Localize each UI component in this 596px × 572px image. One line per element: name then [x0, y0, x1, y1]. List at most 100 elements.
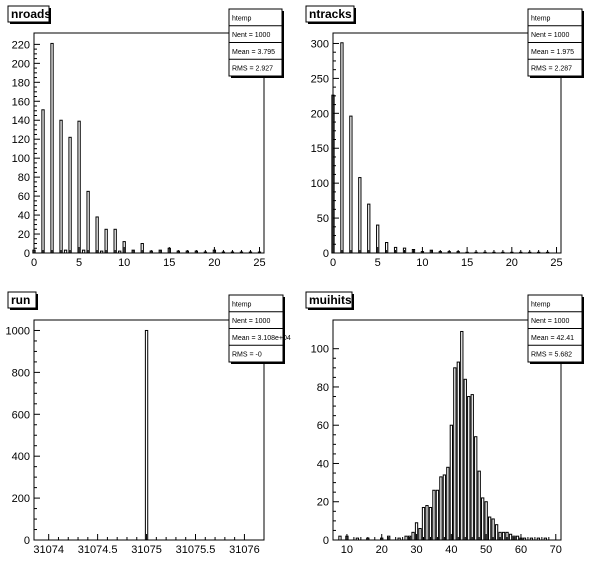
histogram-bar: [508, 533, 513, 541]
x-tick-label: 31075: [131, 544, 162, 556]
chart-title: muihits: [309, 293, 352, 307]
y-tick-label: 150: [311, 143, 329, 155]
histogram-bar: [338, 535, 342, 541]
stats-line: Mean = 3.795: [232, 49, 275, 56]
histogram-bar: [456, 361, 460, 541]
x-tick-label: 5: [375, 257, 381, 269]
histogram-bar: [463, 378, 467, 541]
histogram-bar: [439, 476, 443, 541]
stats-line: Nent = 1000: [531, 32, 569, 39]
histogram-bar: [453, 367, 457, 541]
stats-line: RMS = 2.927: [232, 66, 273, 73]
histogram-bar: [113, 228, 117, 254]
x-tick-label: 0: [31, 257, 37, 269]
y-tick-label: 120: [12, 134, 30, 146]
histogram-bar: [529, 537, 534, 541]
x-tick-label: 10: [341, 544, 353, 556]
y-tick-label: 160: [12, 96, 30, 108]
plot-frame: [33, 32, 265, 254]
stats-line: Nent = 1000: [232, 32, 270, 39]
y-tick-label: 20: [317, 497, 329, 509]
plot-frame: [332, 32, 562, 254]
histogram-bar: [397, 537, 401, 541]
y-tick-label: 0: [323, 248, 329, 260]
histogram-bar: [411, 531, 415, 541]
x-tick-label: 25: [253, 257, 265, 269]
stats-line: Mean = 42.41: [531, 335, 574, 342]
pad-muihits: 0 20 40 60 80 100 10 20 30 40 50 60 70 muihits htemp Ne…: [305, 291, 584, 556]
histogram-bar: [435, 489, 440, 541]
histogram-bar: [95, 216, 99, 254]
y-tick-label: 100: [311, 344, 329, 356]
y-tick-label: 50: [317, 213, 329, 225]
y-tick-label: 40: [18, 210, 30, 222]
x-tick-label: 30: [410, 544, 422, 556]
histogram-bar: [144, 329, 149, 541]
y-tick-label: 100: [311, 178, 329, 190]
y-tick-label: 0: [323, 535, 329, 547]
title-box: [7, 291, 37, 309]
x-tick-label: 10: [118, 257, 130, 269]
x-tick-label: 70: [550, 544, 562, 556]
x-tick-label: 15: [461, 257, 473, 269]
histogram-bar: [367, 203, 371, 254]
chart-title: nroads: [11, 7, 51, 21]
x-tick-label: 10: [416, 257, 428, 269]
histogram-bar: [404, 535, 408, 541]
y-tick-label: 300: [311, 38, 329, 50]
y-tick-label: 200: [12, 493, 30, 505]
pad-nroads: 0 20 40 60 80 100 120 140 160 180 200 220 0 5 10 15 20 25…: [7, 5, 284, 269]
histogram-bar: [487, 516, 492, 541]
x-tick-label: 0: [330, 257, 336, 269]
histogram-bar: [355, 537, 360, 541]
stats-line: Nent = 1000: [531, 318, 569, 325]
stats-line: RMS = 5.682: [531, 352, 572, 359]
histogram-bar: [494, 524, 499, 541]
y-tick-label: 40: [317, 458, 329, 470]
y-tick-label: 60: [317, 420, 329, 432]
histogram-bar: [99, 250, 104, 254]
x-tick-label: 5: [76, 257, 82, 269]
histogram-bar: [68, 136, 72, 254]
stats-line: Mean = 1.975: [531, 49, 574, 56]
y-tick-label: 220: [12, 39, 30, 51]
histogram-bar: [432, 489, 436, 541]
y-tick-label: 250: [311, 73, 329, 85]
x-tick-label: 31074: [33, 544, 64, 556]
title-box: [305, 291, 353, 309]
y-tick-label: 400: [12, 451, 30, 463]
histogram-bar: [460, 330, 464, 541]
histogram-bar: [543, 537, 547, 541]
stats-line: htemp: [531, 15, 551, 22]
y-tick-label: 0: [24, 248, 30, 260]
stats-line: htemp: [531, 301, 551, 308]
histogram-bar: [477, 470, 481, 541]
y-tick-label: 200: [311, 108, 329, 120]
x-tick-label: 20: [208, 257, 220, 269]
x-tick-label: 15: [163, 257, 175, 269]
histogram-bar: [501, 531, 506, 541]
histogram-bar: [536, 537, 541, 541]
stats-line: htemp: [232, 15, 252, 22]
plot-frame: [33, 319, 265, 541]
histogram-bar: [81, 249, 86, 254]
histogram-bar: [470, 394, 474, 541]
y-tick-label: 0: [24, 535, 30, 547]
x-tick-label: 31074.5: [78, 544, 118, 556]
histogram-bar: [421, 506, 426, 541]
y-tick-label: 80: [18, 172, 30, 184]
y-tick-label: 60: [18, 191, 30, 203]
histogram-bar: [425, 505, 429, 541]
histogram-bar: [491, 518, 495, 541]
title-box: [7, 5, 50, 23]
y-tick-label: 200: [12, 58, 30, 70]
stats-line: htemp: [232, 301, 252, 308]
y-tick-label: 100: [12, 153, 30, 165]
y-tick-label: 20: [18, 229, 30, 241]
histogram-bar: [449, 424, 453, 541]
histogram-bar: [41, 109, 45, 254]
x-tick-label: 31076: [229, 544, 260, 556]
y-tick-label: 80: [317, 382, 329, 394]
histogram-bar: [515, 535, 520, 541]
